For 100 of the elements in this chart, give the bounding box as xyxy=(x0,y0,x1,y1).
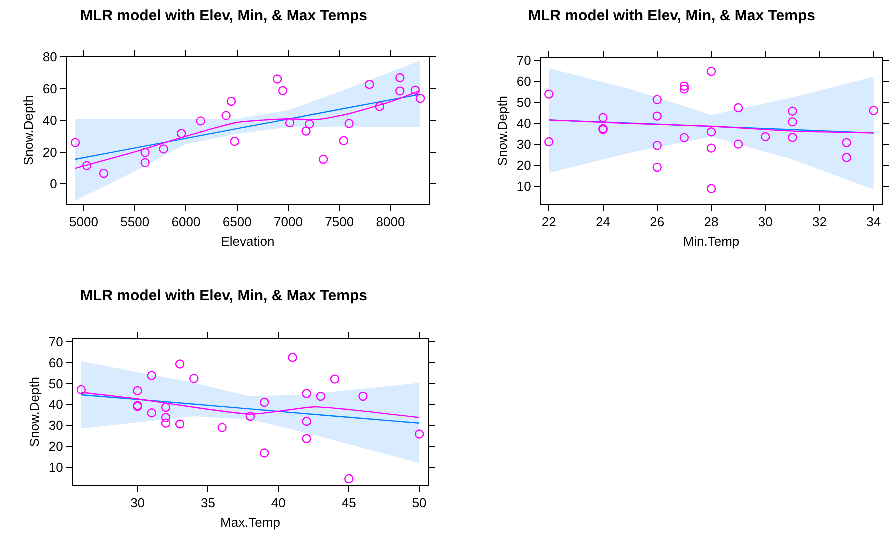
x-tick-label: 30 xyxy=(758,214,773,230)
point xyxy=(396,86,405,96)
point xyxy=(76,385,86,395)
point xyxy=(70,138,80,148)
point xyxy=(260,398,270,408)
point xyxy=(230,136,240,146)
x-tick-label: 5000 xyxy=(70,214,98,230)
y-tick-label: 50 xyxy=(48,376,64,392)
point xyxy=(652,141,662,150)
point xyxy=(344,119,354,128)
point xyxy=(788,106,798,116)
point xyxy=(318,154,328,164)
point xyxy=(272,74,282,84)
point xyxy=(285,118,295,128)
y-tick-label: 0 xyxy=(50,176,58,192)
point xyxy=(652,162,662,172)
point xyxy=(375,102,385,112)
x-tick-label: 34 xyxy=(866,214,882,230)
point xyxy=(544,137,554,147)
point xyxy=(652,95,662,104)
point xyxy=(416,94,426,104)
point xyxy=(410,86,420,95)
point xyxy=(869,106,878,116)
point xyxy=(734,140,744,149)
y-axis-title: Snow.Depth xyxy=(20,95,36,166)
point xyxy=(302,126,311,136)
point xyxy=(706,184,716,194)
y-tick-label: 20 xyxy=(48,438,64,454)
x-tick-label: 40 xyxy=(271,496,286,511)
point xyxy=(177,129,186,138)
point xyxy=(734,103,744,113)
point xyxy=(358,392,368,402)
y-tick-label: 20 xyxy=(516,158,532,174)
point xyxy=(140,148,150,158)
y-tick-label: 50 xyxy=(516,95,532,110)
point xyxy=(680,133,690,142)
x-tick-label: 7000 xyxy=(274,214,303,230)
point xyxy=(365,80,374,90)
y-tick-label: 20 xyxy=(42,144,58,160)
point xyxy=(339,136,349,146)
point xyxy=(652,112,662,121)
x-tick-label: 22 xyxy=(542,214,556,230)
x-tick-label: 30 xyxy=(130,496,146,511)
point xyxy=(544,90,554,99)
x-tick-label: 5500 xyxy=(120,214,150,230)
point xyxy=(761,132,770,142)
y-tick-label: 40 xyxy=(42,113,58,128)
point xyxy=(82,161,92,170)
point xyxy=(99,169,109,178)
point xyxy=(278,86,288,96)
point xyxy=(316,392,326,402)
y-tick-label: 40 xyxy=(48,397,64,412)
point xyxy=(175,420,185,429)
y-tick-label: 80 xyxy=(42,50,58,65)
point xyxy=(260,448,270,458)
point xyxy=(302,434,312,444)
x-tick-label: 6500 xyxy=(222,214,252,230)
point xyxy=(161,418,171,428)
x-tick-label: 26 xyxy=(650,214,665,230)
point xyxy=(706,144,716,153)
y-tick-label: 10 xyxy=(516,179,532,194)
y-tick-label: 60 xyxy=(42,81,58,96)
y-tick-label: 30 xyxy=(516,137,532,152)
point xyxy=(161,402,171,412)
point xyxy=(842,153,852,162)
point xyxy=(222,111,231,120)
point xyxy=(196,116,206,126)
y-tick-label: 10 xyxy=(48,460,64,475)
point xyxy=(147,408,156,418)
point xyxy=(598,113,608,122)
point xyxy=(344,474,354,484)
point xyxy=(706,67,716,76)
x-tick-label: 7500 xyxy=(325,214,354,230)
y-tick-label: 60 xyxy=(48,355,64,370)
point xyxy=(190,374,199,384)
chart-title: MLR model with Elev, Min, & Max Temps xyxy=(528,8,816,24)
y-tick-label: 70 xyxy=(48,334,64,350)
x-tick-label: 28 xyxy=(704,214,719,230)
y-axis-title: Snow.Depth xyxy=(26,376,42,448)
point xyxy=(396,73,405,83)
point xyxy=(159,144,168,154)
point xyxy=(414,430,424,439)
point xyxy=(218,423,227,432)
point xyxy=(175,360,185,369)
point xyxy=(246,412,256,422)
point xyxy=(226,96,236,106)
x-tick-label: 8000 xyxy=(376,214,406,230)
y-axis-title: Snow.Depth xyxy=(494,96,510,166)
x-axis-title: Max.Temp xyxy=(220,515,280,530)
x-tick-label: 35 xyxy=(201,496,216,511)
point xyxy=(147,371,156,380)
y-tick-label: 40 xyxy=(516,116,532,132)
point xyxy=(680,82,690,91)
x-tick-label: 45 xyxy=(342,496,356,511)
chart-title: MLR model with Elev, Min, & Max Temps xyxy=(80,288,368,304)
x-tick-label: 6000 xyxy=(172,214,201,230)
point xyxy=(706,128,716,137)
x-tick-label: 32 xyxy=(812,214,827,230)
point xyxy=(305,120,314,129)
point xyxy=(288,352,298,362)
